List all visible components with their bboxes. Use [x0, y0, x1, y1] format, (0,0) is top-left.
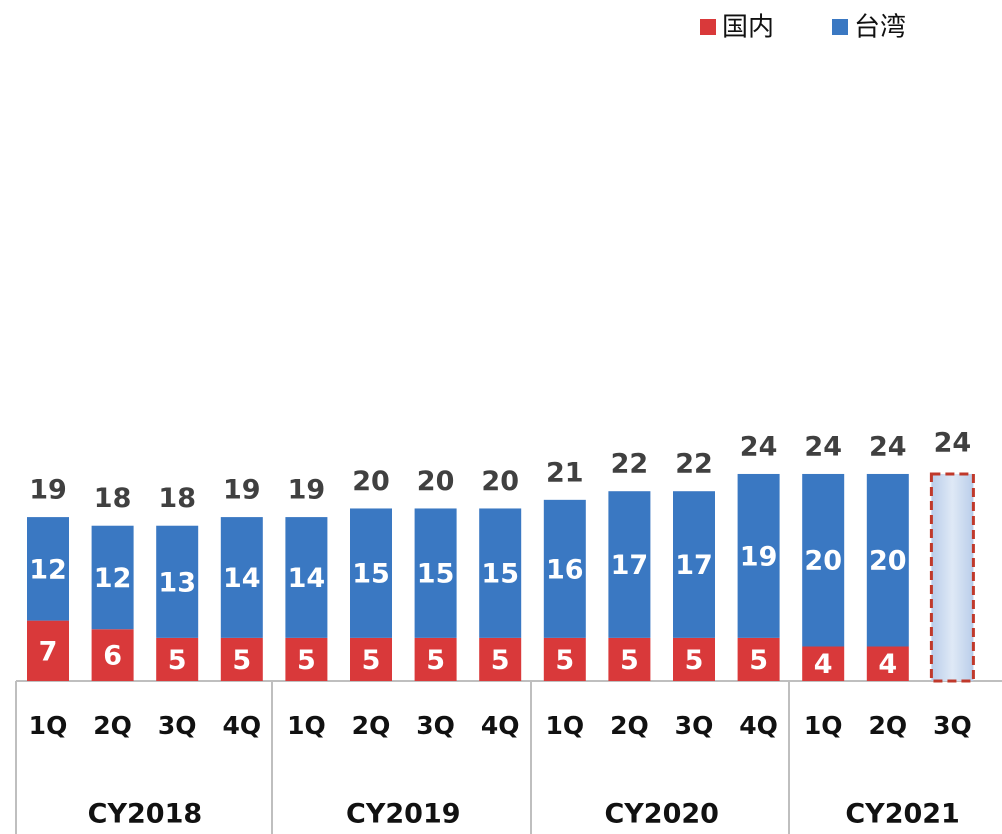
- segment-label: 5: [491, 645, 510, 676]
- bar-segment: [414, 637, 457, 681]
- bar-segment: [156, 525, 199, 638]
- bar-segment: [673, 637, 715, 681]
- x-tick-label: 1Q: [804, 711, 843, 740]
- segment-label: 14: [223, 563, 261, 594]
- bar-segment: [737, 637, 780, 681]
- segment-label: 4: [878, 649, 897, 680]
- x-tick-label: 4Q: [739, 711, 778, 740]
- bar-segment: [608, 637, 651, 681]
- total-label: 18: [158, 483, 196, 514]
- total-label: 24: [740, 431, 778, 462]
- segment-label: 20: [869, 546, 907, 577]
- bar-segment: [350, 637, 392, 681]
- segment-label: 6: [103, 641, 122, 672]
- bar-segment: [156, 637, 199, 681]
- bar-segment: [737, 473, 780, 638]
- x-tick-label: 2Q: [868, 711, 907, 740]
- segment-label: 17: [675, 550, 713, 581]
- segment-label: 20: [804, 546, 842, 577]
- total-label: 22: [611, 449, 649, 480]
- total-label: 19: [288, 475, 326, 506]
- segment-label: 5: [685, 645, 704, 676]
- group-label: CY2018: [88, 799, 203, 830]
- x-tick-label: 2Q: [93, 711, 132, 740]
- total-label: 21: [546, 457, 584, 488]
- projected-bar: [929, 472, 975, 683]
- x-tick-label: 1Q: [29, 711, 68, 740]
- bar-segment: [285, 517, 328, 638]
- segment-label: 16: [546, 554, 584, 585]
- bar-segment: [802, 473, 845, 647]
- bar-segment: [350, 508, 392, 638]
- bar-segment: [91, 525, 134, 630]
- segment-label: 19: [740, 541, 778, 572]
- total-label: 20: [417, 466, 455, 497]
- segment-label: 12: [94, 563, 132, 594]
- segment-label: 15: [417, 559, 455, 590]
- segment-label: 5: [555, 645, 574, 676]
- segment-label: 5: [362, 645, 381, 676]
- segment-label: 5: [232, 645, 251, 676]
- x-tick-label: 3Q: [675, 711, 714, 740]
- x-tick-label: 3Q: [416, 711, 455, 740]
- total-label: 18: [94, 483, 132, 514]
- bar-segment: [27, 517, 69, 621]
- total-label: 24: [934, 427, 972, 458]
- legend-label: 国内: [722, 13, 774, 43]
- bar-segment: [220, 637, 263, 681]
- segment-label: 5: [168, 645, 187, 676]
- x-tick-label: 3Q: [933, 711, 972, 740]
- bar-segment: [91, 629, 134, 681]
- total-label: 24: [804, 431, 842, 462]
- segment-label: 13: [158, 567, 196, 598]
- x-tick-label: 2Q: [610, 711, 649, 740]
- group-label: CY2020: [604, 799, 719, 830]
- bar-segment: [285, 637, 328, 681]
- total-label: 22: [675, 449, 713, 480]
- bar-segment: [802, 646, 845, 681]
- legend-swatch: [700, 19, 716, 35]
- segment-label: 5: [620, 645, 639, 676]
- group-label: CY2019: [346, 799, 461, 830]
- segment-label: 5: [426, 645, 445, 676]
- segment-label: 5: [749, 645, 768, 676]
- x-tick-label: 3Q: [158, 711, 197, 740]
- bar-segment: [866, 646, 909, 681]
- bar-segment: [220, 517, 263, 638]
- total-label: 19: [223, 475, 261, 506]
- bar-segment: [479, 637, 522, 681]
- group-label: CY2021: [845, 799, 960, 830]
- bar-segment: [27, 620, 69, 681]
- total-label: 19: [29, 475, 67, 506]
- x-tick-label: 2Q: [352, 711, 391, 740]
- segment-label: 12: [29, 554, 67, 585]
- segment-label: 7: [39, 636, 58, 667]
- x-tick-label: 4Q: [481, 711, 520, 740]
- segment-label: 17: [611, 550, 649, 581]
- bar-segment: [543, 637, 586, 681]
- bar-segment: [608, 491, 651, 638]
- segment-label: 4: [814, 649, 833, 680]
- bar-segment: [543, 499, 586, 638]
- x-tick-label: 1Q: [287, 711, 326, 740]
- legend-swatch: [832, 19, 848, 35]
- bar-segment: [866, 473, 909, 647]
- total-label: 20: [481, 466, 519, 497]
- bar-segment: [673, 491, 715, 638]
- segment-label: 15: [352, 559, 390, 590]
- segment-label: 14: [288, 563, 326, 594]
- bar-segment: [414, 508, 457, 638]
- total-label: 24: [869, 431, 907, 462]
- segment-label: 15: [481, 559, 519, 590]
- legend-label: 台湾: [854, 13, 906, 43]
- x-tick-label: 1Q: [545, 711, 584, 740]
- total-label: 20: [352, 466, 390, 497]
- bar-segment: [479, 508, 522, 638]
- x-tick-label: 4Q: [222, 711, 261, 740]
- segment-label: 5: [297, 645, 316, 676]
